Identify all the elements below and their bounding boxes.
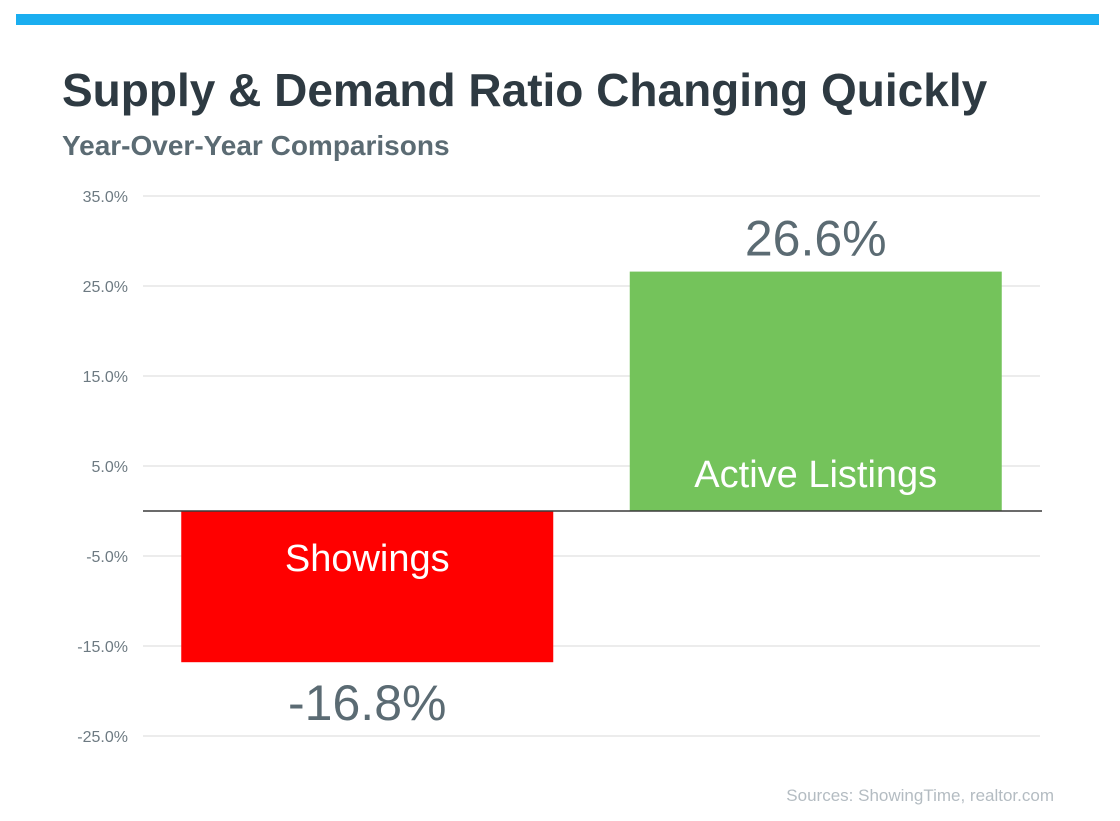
y-tick-label: -5.0% [86, 549, 128, 566]
y-tick-label: 25.0% [83, 279, 128, 296]
bars [181, 271, 1002, 663]
y-tick-label: 5.0% [92, 459, 128, 476]
bar-active-listings [629, 271, 1002, 511]
y-tick-label: -15.0% [77, 639, 128, 656]
bar-category-label: Showings [285, 538, 450, 580]
source-note: Sources: ShowingTime, realtor.com [786, 786, 1054, 805]
bar-showings [181, 511, 554, 663]
y-tick-label: -25.0% [77, 729, 128, 746]
y-tick-label: 35.0% [83, 189, 128, 206]
y-axis-ticks: 35.0% 25.0% 15.0% 5.0% -5.0% -15.0% -25.0% [77, 189, 128, 746]
bar-value-label: 26.6% [745, 211, 887, 267]
chart-subtitle: Year-Over-Year Comparisons [62, 130, 450, 161]
y-tick-label: 15.0% [83, 369, 128, 386]
top-accent-bar [16, 14, 1099, 25]
bar-labels: Showings -16.8% Active Listings 26.6% [285, 211, 937, 732]
chart-title: Supply & Demand Ratio Changing Quickly [62, 64, 988, 116]
bar-value-label: -16.8% [288, 675, 446, 731]
bar-category-label: Active Listings [694, 454, 937, 496]
